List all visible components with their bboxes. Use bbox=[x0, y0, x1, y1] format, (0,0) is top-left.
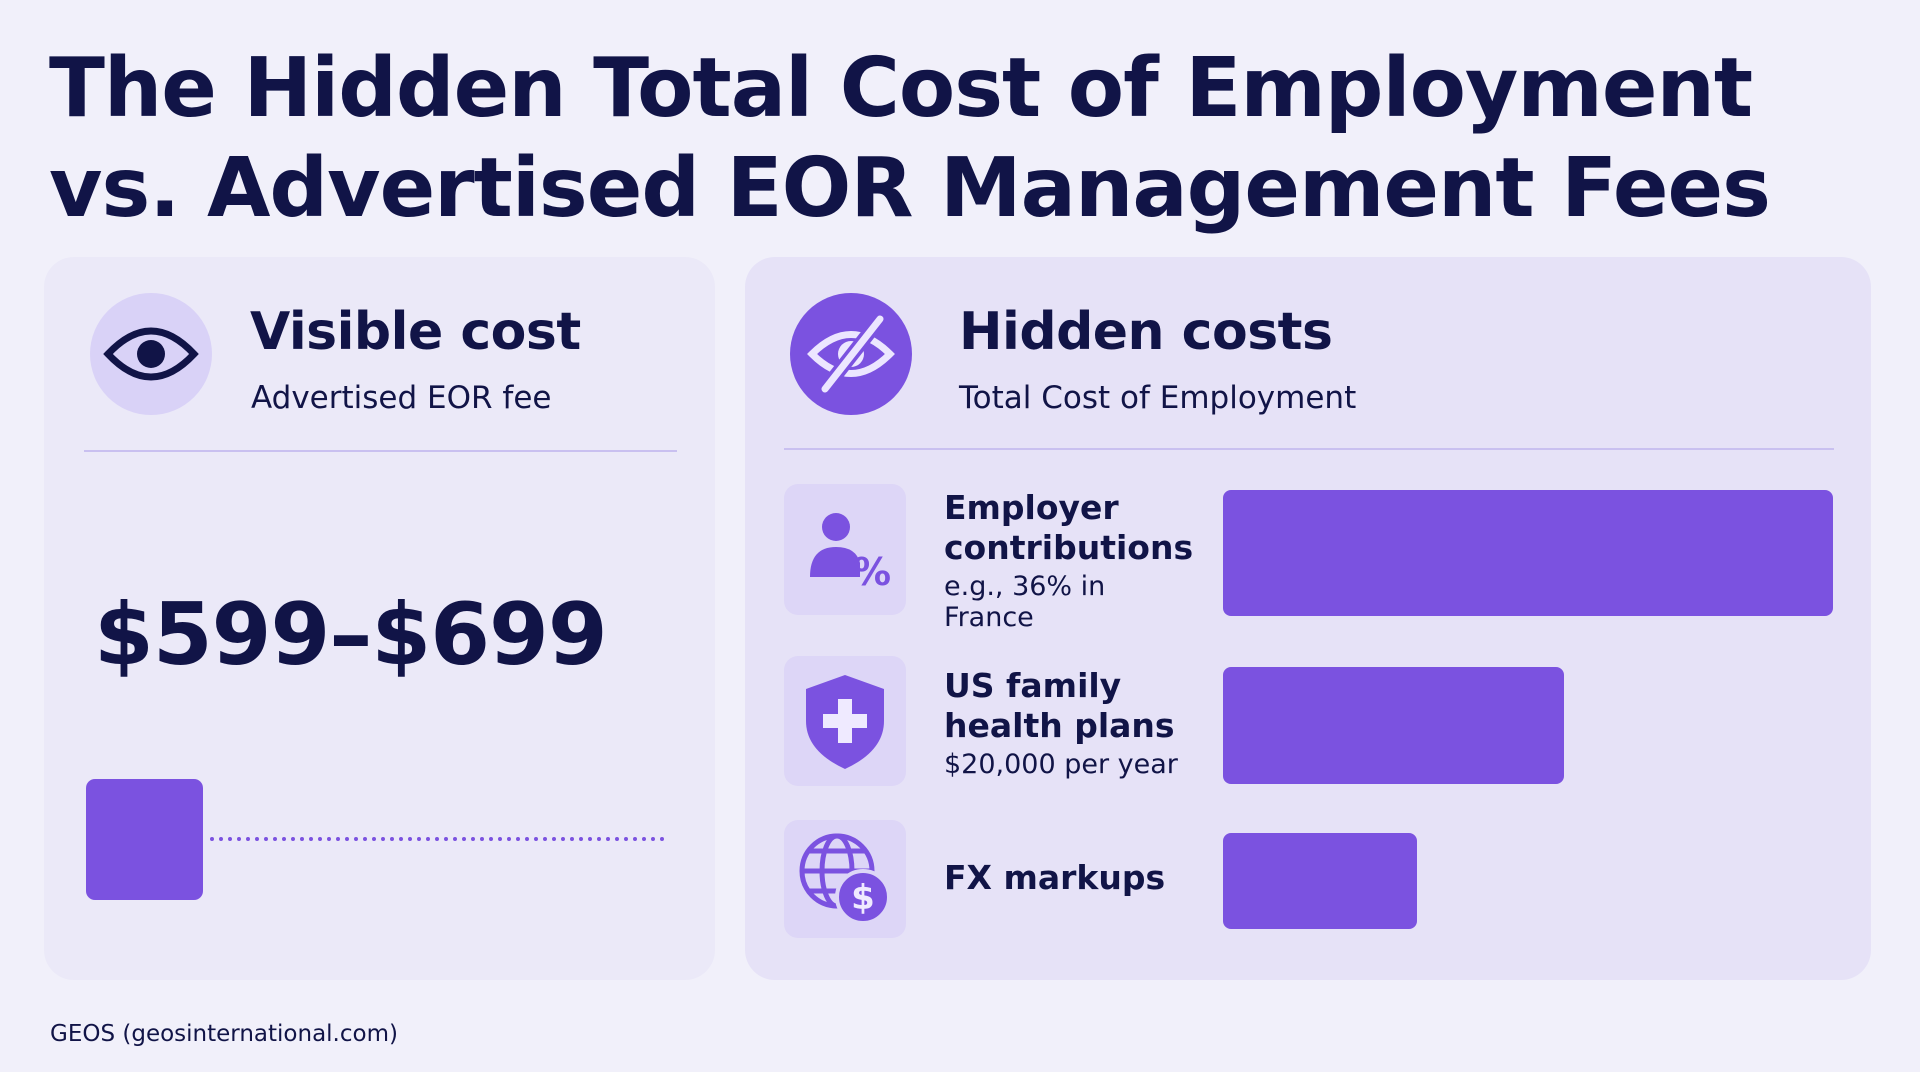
item-label: FX markups bbox=[944, 858, 1166, 897]
item-label: US family health plans bbox=[944, 666, 1175, 745]
divider bbox=[84, 450, 677, 452]
cost-bar bbox=[1223, 667, 1564, 784]
row-text: FX markups bbox=[944, 858, 1204, 898]
dotted-line bbox=[210, 837, 670, 841]
health-icon bbox=[784, 656, 906, 786]
divider bbox=[784, 448, 1834, 450]
fee-block bbox=[86, 779, 203, 900]
hidden-subheading: Total Cost of Employment bbox=[959, 380, 1357, 416]
item-note: $20,000 per year bbox=[944, 749, 1178, 781]
contributions-icon: % bbox=[784, 484, 906, 615]
title-line: vs. Advertised EOR Management Fees bbox=[49, 141, 1771, 236]
item-label: Employer contributions bbox=[944, 488, 1194, 567]
globe-dollar-glyph: $ bbox=[799, 833, 891, 925]
item-note: e.g., 36% in France bbox=[944, 571, 1106, 634]
person-percent-glyph: % bbox=[810, 512, 890, 594]
cost-bar bbox=[1223, 490, 1833, 616]
row-text: US family health plans $20,000 per year bbox=[944, 666, 1204, 780]
svg-text:$: $ bbox=[851, 878, 875, 918]
fx-icon: $ bbox=[784, 820, 906, 938]
title-line: The Hidden Total Cost of Employment bbox=[49, 41, 1753, 136]
svg-text:%: % bbox=[853, 550, 890, 594]
fee-amount: $599–$699 bbox=[94, 585, 608, 685]
row-text: Employer contributions e.g., 36% in Fran… bbox=[944, 488, 1194, 634]
hidden-heading: Hidden costs bbox=[959, 302, 1333, 362]
visible-subheading: Advertised EOR fee bbox=[251, 380, 552, 416]
footer: GEOS (geosinternational.com) bbox=[50, 1021, 398, 1047]
visible-heading: Visible cost bbox=[250, 302, 581, 362]
cost-bar bbox=[1223, 833, 1417, 929]
shield-glyph bbox=[806, 675, 884, 769]
eye-icon bbox=[90, 293, 212, 415]
eye-slash-icon bbox=[790, 293, 912, 415]
